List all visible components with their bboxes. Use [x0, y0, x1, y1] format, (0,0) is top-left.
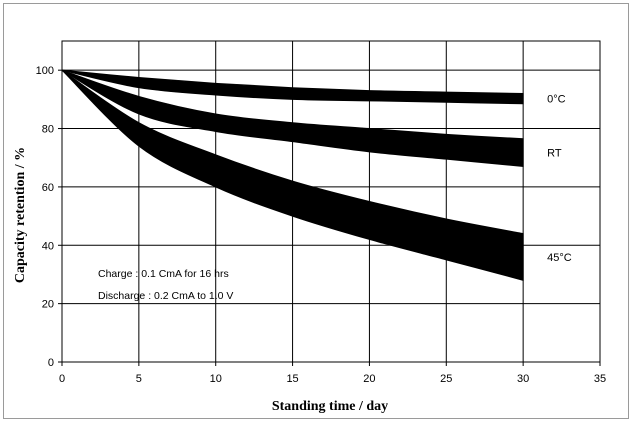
x-tick-label-6: 30 — [517, 373, 529, 385]
y-tick-label-5: 100 — [36, 65, 54, 77]
band-series-1 — [61, 69, 524, 168]
band-series-0 — [61, 69, 524, 105]
series-label-0: 0°C — [547, 94, 566, 106]
series-label-2: 45°C — [547, 252, 572, 264]
y-tick-label-1: 20 — [42, 299, 54, 311]
y-axis-ticks: 0 20 40 60 80 100 — [36, 65, 62, 369]
retention-bands — [61, 69, 524, 281]
y-axis-title: Capacity retention / % — [13, 147, 28, 283]
y-tick-label-4: 80 — [42, 124, 54, 136]
plot-area-border — [61, 40, 601, 363]
x-tick-label-0: 0 — [59, 373, 65, 385]
x-tick-label-3: 15 — [286, 373, 298, 385]
y-tick-label-0: 0 — [48, 357, 54, 369]
band-series-2 — [61, 69, 524, 281]
x-axis-title: Standing time / day — [272, 399, 388, 414]
series-label-1: RT — [547, 148, 562, 160]
x-tick-label-5: 25 — [440, 373, 452, 385]
y-tick-label-2: 40 — [42, 240, 54, 252]
y-tick-label-3: 60 — [42, 182, 54, 194]
series-labels: 0°C RT 45°C — [547, 94, 572, 264]
x-axis-ticks: 0 5 10 15 20 25 30 35 — [59, 362, 606, 385]
x-tick-label-1: 5 — [136, 373, 142, 385]
x-tick-label-7: 35 — [594, 373, 606, 385]
x-tick-label-2: 10 — [210, 373, 222, 385]
discharge-condition-note: Discharge : 0.2 CmA to 1.0 V — [98, 290, 233, 302]
x-tick-label-4: 20 — [363, 373, 375, 385]
charge-condition-note: Charge : 0.1 CmA for 16 hrs — [98, 268, 229, 280]
